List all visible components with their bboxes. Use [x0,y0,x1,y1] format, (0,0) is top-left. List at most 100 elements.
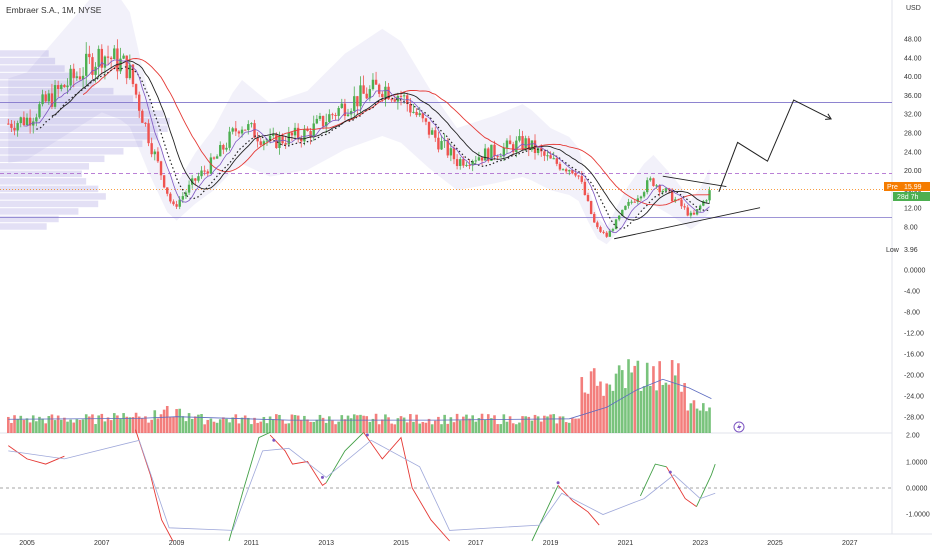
candle-body [474,160,477,162]
osc-line [269,434,327,487]
volume-bar [246,417,250,433]
candle-body [614,219,618,230]
osc-signal-line [8,439,716,531]
volume-bar [66,421,69,433]
volume-bar [437,416,440,433]
candle-body [10,123,13,128]
volume-bar [296,415,300,433]
candle-body [106,56,110,58]
profile-bar [0,72,78,80]
volume-bar [608,384,612,433]
volume-bar [611,390,615,433]
volume-bar [424,422,428,433]
candle-body [131,64,135,85]
candle-body [78,76,82,80]
profile-bar [0,125,168,132]
volume-bar [568,422,571,433]
candle-body [281,136,284,144]
volume-bar [440,424,443,433]
candle-body [109,57,113,60]
volume-bar [91,414,94,433]
candle-body [515,140,518,153]
volume-bar [577,418,580,433]
lightning-icon[interactable] [733,421,745,433]
volume-bar [605,383,608,433]
candle-body [430,130,434,135]
volume-bar [81,419,85,433]
volume-bar [153,410,157,433]
candle-body [683,206,686,208]
osc-line [557,485,600,526]
volume-bar [596,385,599,433]
candle-body [627,201,630,206]
volume-bar [38,416,41,433]
candle-body [28,117,32,126]
projection-arrowhead [825,113,832,120]
candle-body [340,103,343,108]
candle-body [278,136,281,149]
osc-cross-dot [320,475,324,479]
profile-bar [0,163,90,170]
candle-body [81,75,85,80]
volume-bar [686,410,690,433]
volume-tick-label: -16.00 [904,352,924,359]
candle-body [113,48,116,60]
volume-bar [518,422,521,433]
candle-body [253,123,256,138]
candle-body [138,94,141,111]
candle-body [162,175,166,188]
volume-bar [692,400,696,433]
volume-bar [480,413,484,433]
horizontal-levels[interactable] [0,102,892,219]
candle-body [633,201,636,203]
drawings[interactable] [614,99,832,240]
volume-bar [564,422,568,433]
volume-bar [59,419,63,433]
candle-body [555,158,559,164]
pre-value: 15.99 [904,184,922,191]
candle-body [122,55,125,59]
candle-body [692,212,696,215]
candle-body [312,123,315,138]
candle-body [175,204,178,207]
volume-bar [530,420,534,433]
volume-bar [499,424,503,433]
candle-body [664,188,668,191]
volume-bar [365,416,369,433]
volume-ma-line [8,378,712,421]
candle-body [608,230,612,237]
volume-bar [271,419,275,433]
volume-bar [536,416,540,433]
candle-body [222,145,225,150]
candle-body [552,158,555,160]
volume-bar [159,414,163,433]
volume-bar [533,414,537,433]
candle-body [699,205,702,210]
volume-bar [265,423,269,433]
volume-bar [169,417,172,433]
volume-bar [147,422,150,433]
candle-body [141,110,144,123]
candle-body [334,114,337,116]
profile-bar [0,193,106,200]
price-axis[interactable]: 48.00 44.00 40.00 36.00 32.00 28.00 24.00 20.00… [19,37,930,548]
time-tick-label: 2021 [618,540,634,547]
candle-body [262,141,266,145]
profile-bar [0,178,87,185]
volume-tick-label: -24.00 [904,394,924,401]
volume-bar [462,416,465,433]
volume-bar [150,419,153,433]
volume-bar [571,418,574,433]
profile-bar [0,208,79,215]
candle-body [611,229,615,231]
candle-body [200,170,203,177]
volume-bar [346,415,350,433]
candle-body [580,176,583,182]
volume-bar [190,418,194,433]
volume-tick-label: -12.00 [904,331,924,338]
candle-body [583,181,587,196]
volume-bar [580,377,584,433]
volume-bar [477,418,481,433]
candle-body [384,86,387,98]
